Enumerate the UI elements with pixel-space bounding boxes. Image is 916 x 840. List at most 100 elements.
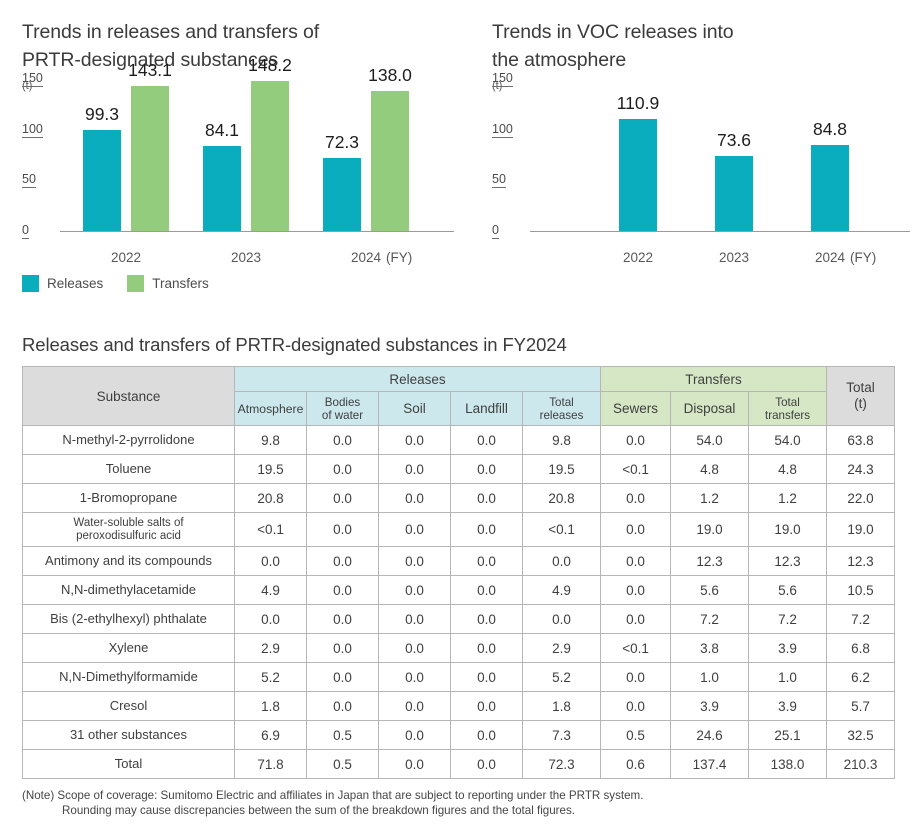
x-axis-unit-label: (FY) bbox=[386, 250, 413, 265]
bar-releases-2023: 84.1 bbox=[203, 120, 241, 231]
chart-title-voc-releases: Trends in VOC releases into the atmosphe… bbox=[492, 21, 734, 71]
cell-sewers: 0.0 bbox=[600, 604, 672, 634]
cell-total: 22.0 bbox=[826, 483, 896, 513]
header-substance: Substance bbox=[22, 366, 235, 426]
x-axis-label-2024: 2024 bbox=[814, 250, 846, 265]
chart-releases-transfers: Trends in releases and transfers of PRTR… bbox=[0, 0, 470, 292]
cell-landfill: 0.0 bbox=[450, 604, 523, 634]
cell-disposal: 4.8 bbox=[670, 454, 750, 484]
cell-total: 12.3 bbox=[826, 546, 896, 576]
chart-legend: Releases Transfers bbox=[22, 275, 470, 292]
header-group-releases: Releases bbox=[233, 366, 602, 392]
cell-landfill: 0.0 bbox=[450, 749, 523, 779]
cell-landfill: 0.0 bbox=[450, 662, 523, 692]
cell-total: 6.8 bbox=[826, 633, 896, 663]
header-total-line1: Total bbox=[846, 380, 875, 395]
header-col-label: Landfill bbox=[465, 401, 508, 416]
cell-bodies-of-water: 0.0 bbox=[306, 604, 379, 634]
cell-landfill: 0.0 bbox=[450, 633, 523, 663]
cell-landfill: 0.0 bbox=[450, 691, 523, 721]
table-row: 1-Bromopropane 20.8 0.0 0.0 0.0 20.8 0.0 1.2 1.2… bbox=[22, 483, 896, 513]
chart-plot-releases-transfers: (t) 0 50 100 150 99.3 143.1 84.1 148.2 72.3 138.0… bbox=[22, 55, 470, 265]
bar-releases-2022: 99.3 bbox=[83, 104, 121, 231]
cell-bodies-of-water: 0.0 bbox=[306, 633, 379, 663]
cell-total-transfers: 1.0 bbox=[748, 662, 828, 692]
header-col-label: transfers bbox=[764, 408, 811, 422]
cell-disposal: 3.8 bbox=[670, 633, 750, 663]
cell-atmosphere: 5.2 bbox=[234, 662, 307, 692]
table-row: Xylene 2.9 0.0 0.0 0.0 2.9 <0.1 3.8 3.9 6.8 bbox=[22, 633, 896, 663]
table-section: Releases and transfers of PRTR-designate… bbox=[22, 334, 896, 818]
cell-total: 6.2 bbox=[826, 662, 896, 692]
header-col-total-transfers: Total transfers bbox=[748, 391, 828, 426]
legend-item-transfers: Transfers bbox=[127, 275, 209, 292]
cell-substance-line: Water-soluble salts of bbox=[73, 516, 184, 529]
header-group-transfers: Transfers bbox=[600, 366, 828, 392]
cell-landfill: 0.0 bbox=[450, 454, 523, 484]
cell-atmosphere: 6.9 bbox=[234, 720, 307, 750]
table-note: (Note) Scope of coverage: Sumitomo Elect… bbox=[22, 788, 894, 818]
cell-soil: 0.0 bbox=[378, 691, 451, 721]
bar-value-label: 143.1 bbox=[128, 60, 172, 80]
cell-disposal: 1.2 bbox=[670, 483, 750, 513]
cell-total-transfers: 4.8 bbox=[748, 454, 828, 484]
cell-total-releases: 0.0 bbox=[521, 604, 602, 634]
cell-soil: 0.0 bbox=[378, 425, 451, 455]
cell-disposal: 5.6 bbox=[670, 575, 750, 605]
header-col-landfill: Landfill bbox=[450, 391, 523, 426]
header-col-total-releases: Total releases bbox=[521, 391, 602, 426]
cell-total-releases: 4.9 bbox=[521, 575, 602, 605]
bar-fill bbox=[371, 91, 409, 231]
prtr-table: Substance Releases Transfers Total (t) A… bbox=[22, 366, 896, 779]
x-axis-label-2023: 2023 bbox=[718, 250, 750, 265]
legend-swatch-transfers-icon bbox=[127, 275, 145, 292]
cell-soil: 0.0 bbox=[378, 662, 451, 692]
cell-total-releases: 20.8 bbox=[521, 483, 602, 513]
header-col-label: Soil bbox=[403, 401, 426, 416]
table-note-line2: Rounding may cause discrepancies between… bbox=[62, 804, 576, 817]
cell-soil: 0.0 bbox=[378, 454, 451, 484]
bar-voc-releases-2024: 84.8 bbox=[811, 119, 849, 231]
cell-landfill: 0.0 bbox=[450, 512, 523, 547]
cell-sewers: 0.0 bbox=[600, 425, 672, 455]
x-axis-line bbox=[530, 230, 910, 232]
cell-total-transfers: 7.2 bbox=[748, 604, 828, 634]
prtr-table-body: N-methyl-2-pyrrolidone 9.8 0.0 0.0 0.0 9.8 0.0… bbox=[22, 425, 896, 779]
cell-total-transfers: 25.1 bbox=[748, 720, 828, 750]
cell-sewers: <0.1 bbox=[600, 633, 672, 663]
cell-disposal: 19.0 bbox=[670, 512, 750, 547]
table-section-title: Releases and transfers of PRTR-designate… bbox=[22, 334, 567, 355]
cell-atmosphere: 1.8 bbox=[234, 691, 307, 721]
header-col-label: of water bbox=[321, 408, 364, 422]
charts-row: Trends in releases and transfers of PRTR… bbox=[0, 0, 916, 292]
header-col-disposal: Disposal bbox=[670, 391, 750, 426]
header-col-label: Total bbox=[549, 395, 574, 409]
header-col-label: releases bbox=[539, 408, 584, 422]
cell-atmosphere: 4.9 bbox=[234, 575, 307, 605]
table-row: N,N-Dimethylformamide 5.2 0.0 0.0 0.0 5.2 0.0 1… bbox=[22, 662, 896, 692]
bar-value-label: 84.1 bbox=[204, 120, 240, 140]
cell-substance-line: peroxodisulfuric acid bbox=[76, 529, 181, 542]
legend-label-transfers: Transfers bbox=[152, 276, 209, 291]
cell-bodies-of-water: 0.0 bbox=[306, 512, 379, 547]
prtr-header-row-groups: Substance Releases Transfers Total (t) bbox=[22, 366, 896, 426]
bar-value-label: 72.3 bbox=[324, 132, 360, 152]
header-col-label: Bodies bbox=[324, 395, 361, 409]
bar-value-label: 99.3 bbox=[84, 104, 120, 124]
cell-landfill: 0.0 bbox=[450, 425, 523, 455]
bar-fill bbox=[83, 130, 121, 231]
legend-label-releases: Releases bbox=[47, 276, 104, 291]
cell-sewers: 0.5 bbox=[600, 720, 672, 750]
bar-voc-releases-2023: 73.6 bbox=[715, 130, 753, 231]
table-row: Bis (2-ethylhexyl) phthalate 0.0 0.0 0.0 0.0… bbox=[22, 604, 896, 634]
chart-plot-voc-releases: (t) 0 50 100 150 110.9 73.6 84.8 2022 2023 2024 (F… bbox=[492, 72, 916, 265]
cell-substance: Xylene bbox=[22, 633, 235, 663]
cell-total-transfers: 1.2 bbox=[748, 483, 828, 513]
cell-bodies-of-water: 0.0 bbox=[306, 662, 379, 692]
table-row: Toluene 19.5 0.0 0.0 0.0 19.5 <0.1 4.8 4.8 24.3 bbox=[22, 454, 896, 484]
cell-total-releases: 5.2 bbox=[521, 662, 602, 692]
cell-bodies-of-water: 0.0 bbox=[306, 575, 379, 605]
cell-soil: 0.0 bbox=[378, 720, 451, 750]
cell-landfill: 0.0 bbox=[450, 575, 523, 605]
cell-atmosphere: <0.1 bbox=[234, 512, 307, 547]
